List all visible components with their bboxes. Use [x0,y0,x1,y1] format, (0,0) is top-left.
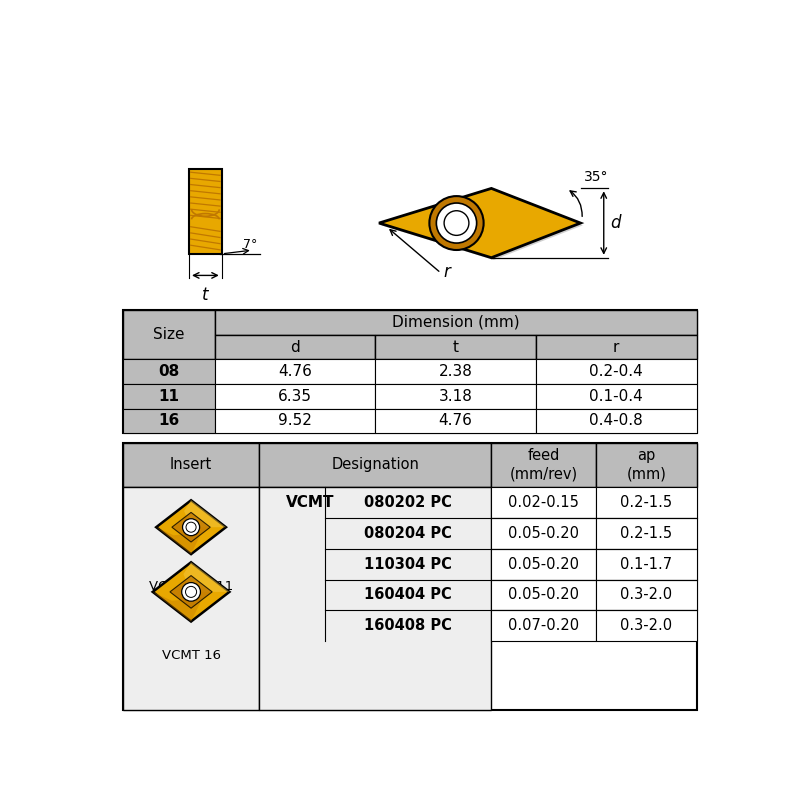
Text: 7°: 7° [242,238,257,251]
Text: 0.07-0.20: 0.07-0.20 [508,618,579,634]
Polygon shape [153,562,230,622]
Text: 0.1-1.7: 0.1-1.7 [620,557,673,572]
Text: t: t [202,286,209,304]
Polygon shape [183,562,230,592]
Bar [375,359,535,384]
Bar [123,442,697,710]
Bar [596,518,697,549]
Text: VCMT: VCMT [286,495,334,510]
Bar [214,409,375,434]
Circle shape [444,210,469,235]
Text: 4.76: 4.76 [438,414,472,429]
Bar [491,549,596,579]
Circle shape [182,582,201,601]
Text: ap
(mm): ap (mm) [626,448,666,482]
Text: 6.35: 6.35 [278,389,312,404]
Bar [123,409,214,434]
Text: 4.76: 4.76 [278,364,312,379]
Bar [123,442,259,487]
Bar [375,334,535,359]
Text: 0.05-0.20: 0.05-0.20 [508,557,579,572]
Text: 160408 PC: 160408 PC [364,618,452,634]
Bar [123,384,214,409]
Text: VCMT 16: VCMT 16 [162,649,221,662]
Polygon shape [184,500,226,527]
Text: 080204 PC: 080204 PC [364,526,452,541]
Text: 0.3-2.0: 0.3-2.0 [620,587,673,602]
Circle shape [430,196,484,250]
Polygon shape [153,592,202,622]
Bar [596,549,697,579]
Bar [123,310,214,359]
Circle shape [186,522,196,532]
Bar [596,610,697,641]
Polygon shape [156,500,226,554]
Text: VCMT 08, 11: VCMT 08, 11 [149,579,233,593]
Bar [259,487,491,710]
Bar [123,487,259,710]
Text: 110304 PC: 110304 PC [364,557,452,572]
Text: 9.52: 9.52 [278,414,312,429]
Bar [491,487,596,518]
Text: r: r [443,263,450,281]
Text: t: t [452,339,458,354]
Text: feed
(mm/rev): feed (mm/rev) [510,448,578,482]
Bar [535,384,697,409]
Text: 160404 PC: 160404 PC [364,587,452,602]
Bar [535,334,697,359]
Bar [259,442,491,487]
Polygon shape [379,188,581,258]
Polygon shape [156,527,202,554]
Text: Size: Size [154,327,185,342]
Polygon shape [172,512,210,542]
Bar [123,310,697,434]
Text: 0.05-0.20: 0.05-0.20 [508,526,579,541]
Bar [214,384,375,409]
Circle shape [182,518,199,536]
Text: 3.18: 3.18 [438,389,472,404]
Text: 0.2-0.4: 0.2-0.4 [590,364,643,379]
Bar [491,442,596,487]
Text: d: d [610,214,621,232]
Bar [535,409,697,434]
Circle shape [186,586,197,598]
Bar [375,384,535,409]
Bar [123,359,214,384]
Text: 080202 PC: 080202 PC [364,495,452,510]
Text: 16: 16 [158,414,180,429]
Text: 11: 11 [158,389,179,404]
Circle shape [436,203,477,243]
Bar [491,610,596,641]
Text: 0.4-0.8: 0.4-0.8 [590,414,643,429]
Text: d: d [290,339,300,354]
Bar [214,359,375,384]
Bar [214,334,375,359]
Text: Dimension (mm): Dimension (mm) [392,315,519,330]
Text: 0.2-1.5: 0.2-1.5 [620,526,673,541]
Polygon shape [382,190,583,260]
Bar [214,310,697,334]
Bar [189,169,222,254]
Text: Insert: Insert [170,458,212,472]
Text: 2.38: 2.38 [438,364,472,379]
Text: Designation: Designation [331,458,419,472]
Bar [596,487,697,518]
Bar [535,359,697,384]
Bar [491,518,596,549]
Text: 0.05-0.20: 0.05-0.20 [508,587,579,602]
Text: 35°: 35° [584,170,609,184]
Text: 08: 08 [158,364,180,379]
Polygon shape [170,575,212,608]
Text: 0.1-0.4: 0.1-0.4 [590,389,643,404]
Bar [596,442,697,487]
Text: 0.2-1.5: 0.2-1.5 [620,495,673,510]
Bar [491,579,596,610]
Bar [375,409,535,434]
Text: r: r [613,339,619,354]
Text: 0.02-0.15: 0.02-0.15 [508,495,579,510]
Bar [596,579,697,610]
Text: 0.3-2.0: 0.3-2.0 [620,618,673,634]
